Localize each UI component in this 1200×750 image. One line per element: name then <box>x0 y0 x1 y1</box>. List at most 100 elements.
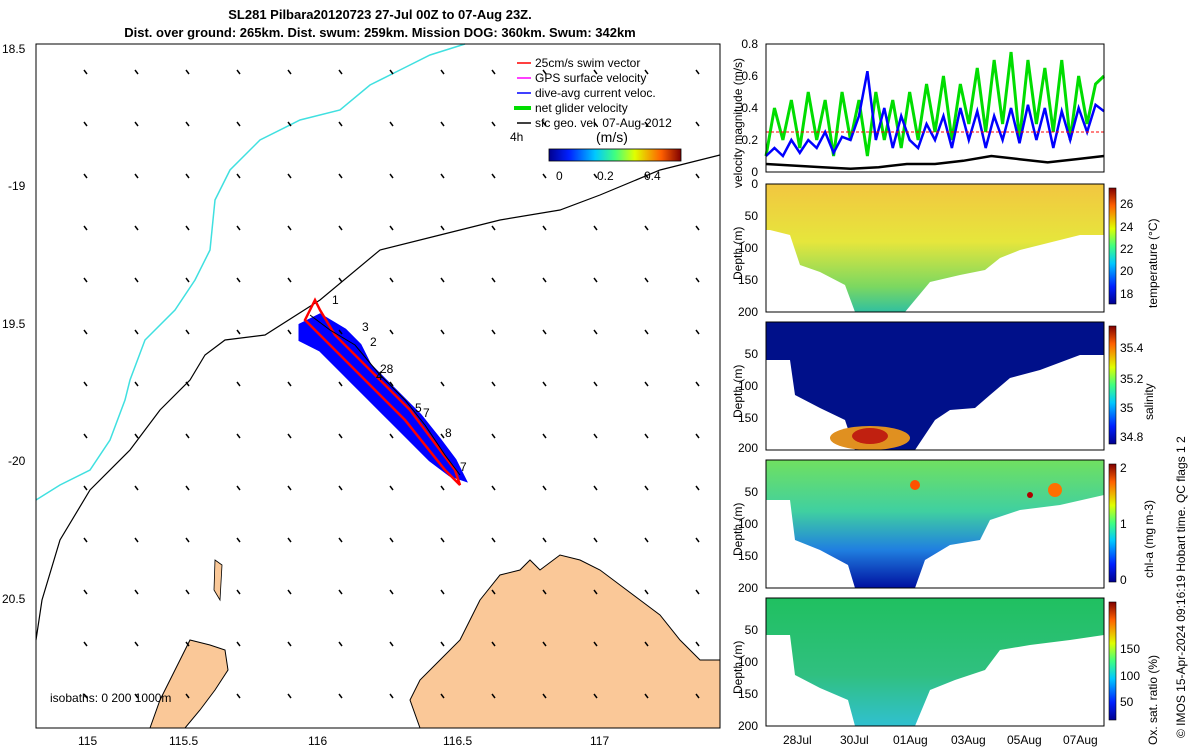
velocity-arrow <box>83 433 88 439</box>
map-panel: 1 3 2 28 4 5 7 8 7 18.5 -19 19.5 -20 20.… <box>2 42 721 748</box>
salinity-section <box>766 322 1104 450</box>
velocity-arrow <box>287 329 292 335</box>
colorbar-tick: 35.2 <box>1120 372 1144 386</box>
y-tick-label: 100 <box>738 379 758 393</box>
velocity-arrow <box>644 121 649 127</box>
chla-hotspot <box>910 480 920 490</box>
velocity-arrow <box>644 433 649 439</box>
legend-label: 25cm/s swim vector <box>535 56 640 70</box>
velocity-arrow <box>236 329 241 335</box>
y-axis-label: Depth (m) <box>731 365 745 418</box>
velocity-arrow <box>644 277 649 283</box>
velocity-arrow <box>593 69 598 75</box>
mainland <box>409 554 721 729</box>
velocity-arrow <box>695 641 700 647</box>
velocity-panel: 0 0.2 0.4 0.6 0.8 velocity magnitude (m/… <box>731 37 1106 188</box>
waypoint-label: 1 <box>332 293 339 307</box>
x-tick-label: 01Aug <box>893 733 928 747</box>
y-tick-label: 200 <box>738 719 758 733</box>
velocity-arrow <box>338 173 343 179</box>
velocity-arrow <box>593 173 598 179</box>
chla-section <box>766 460 1104 588</box>
velocity-arrow <box>134 641 139 647</box>
velocity-arrow <box>389 69 394 75</box>
map-frame <box>35 43 721 729</box>
velocity-arrow <box>644 589 649 595</box>
velocity-arrow <box>287 537 292 543</box>
salinity-max-patch <box>852 428 888 444</box>
velocity-arrow <box>338 433 343 439</box>
velocity-arrow <box>593 225 598 231</box>
velocity-arrow <box>542 69 547 75</box>
velocity-arrow <box>644 225 649 231</box>
glider-path <box>309 314 461 476</box>
temperature-colorbar <box>1108 187 1117 305</box>
lat-tick-label: 18.5 <box>2 42 26 56</box>
velocity-arrow <box>338 329 343 335</box>
velocity-arrow <box>134 589 139 595</box>
velocity-arrow <box>593 381 598 387</box>
velocity-arrow <box>338 381 343 387</box>
velocity-arrow <box>593 121 598 127</box>
colorbar-tick: 26 <box>1120 197 1134 211</box>
velocity-arrow <box>542 589 547 595</box>
colorbar-tick: 1 <box>1120 517 1127 531</box>
velocity-arrow <box>491 641 496 647</box>
velocity-arrow <box>134 173 139 179</box>
velocity-arrow <box>83 381 88 387</box>
x-tick-label: 28Jul <box>783 733 812 747</box>
velocity-arrow <box>695 173 700 179</box>
swim-vector-track <box>303 297 462 486</box>
velocity-arrow <box>338 277 343 283</box>
velocity-arrow <box>491 433 496 439</box>
map-legend: 25cm/s swim vector GPS surface velocity … <box>510 56 682 183</box>
velocity-arrow <box>134 225 139 231</box>
velocity-arrow <box>491 329 496 335</box>
velocity-arrow <box>491 485 496 491</box>
chart-subtitle: Dist. over ground: 265km. Dist. swum: 25… <box>124 25 636 40</box>
y-tick-label: 150 <box>738 273 758 287</box>
colorbar-tick: 0.2 <box>597 169 614 183</box>
waypoint-label: 7 <box>423 406 430 420</box>
velocity-arrow <box>695 693 700 699</box>
velocity-arrow <box>440 277 445 283</box>
colorbar-label: chl-a (mg m-3) <box>1142 500 1156 578</box>
legend-label: sfc geo. vel. 07-Aug-2012 <box>535 116 672 130</box>
velocity-arrow <box>389 641 394 647</box>
velocity-arrow <box>542 485 547 491</box>
velocity-arrow <box>440 329 445 335</box>
velocity-colorbar <box>548 148 682 162</box>
salinity-colorbar <box>1108 325 1117 445</box>
velocity-arrow <box>185 173 190 179</box>
legend-label: GPS surface velocity <box>535 71 646 85</box>
waypoint-label: 5 <box>415 401 422 415</box>
colorbar-tick: 0 <box>556 169 563 183</box>
velocity-series <box>764 51 1106 171</box>
velocity-arrow <box>185 329 190 335</box>
colorbar-tick: 20 <box>1120 264 1134 278</box>
velocity-arrow <box>440 485 445 491</box>
colorbar-tick: 150 <box>1120 642 1140 656</box>
y-tick-label: 200 <box>738 441 758 455</box>
velocity-arrow <box>440 589 445 595</box>
velocity-arrow <box>644 537 649 543</box>
velocity-arrow <box>491 69 496 75</box>
velocity-arrow <box>644 381 649 387</box>
velocity-arrow <box>83 693 88 699</box>
velocity-arrow <box>287 121 292 127</box>
oxygen-panel: 50 100 150 200 Depth (m) 150 100 50 Ox. … <box>731 597 1160 747</box>
isobath-label: isobaths: 0 200 1000m <box>50 691 171 705</box>
velocity-arrow <box>491 277 496 283</box>
velocity-arrow <box>287 485 292 491</box>
lon-tick-label: 115.5 <box>169 734 198 748</box>
colorbar-label: temperature (°C) <box>1146 219 1160 309</box>
velocity-arrow <box>287 69 292 75</box>
y-tick-label: 0.8 <box>741 37 758 51</box>
colorbar-tick: 2 <box>1120 461 1127 475</box>
velocity-arrow <box>185 277 190 283</box>
velocity-arrow <box>542 277 547 283</box>
velocity-arrow <box>389 485 394 491</box>
velocity-arrow <box>338 69 343 75</box>
velocity-arrow <box>83 641 88 647</box>
